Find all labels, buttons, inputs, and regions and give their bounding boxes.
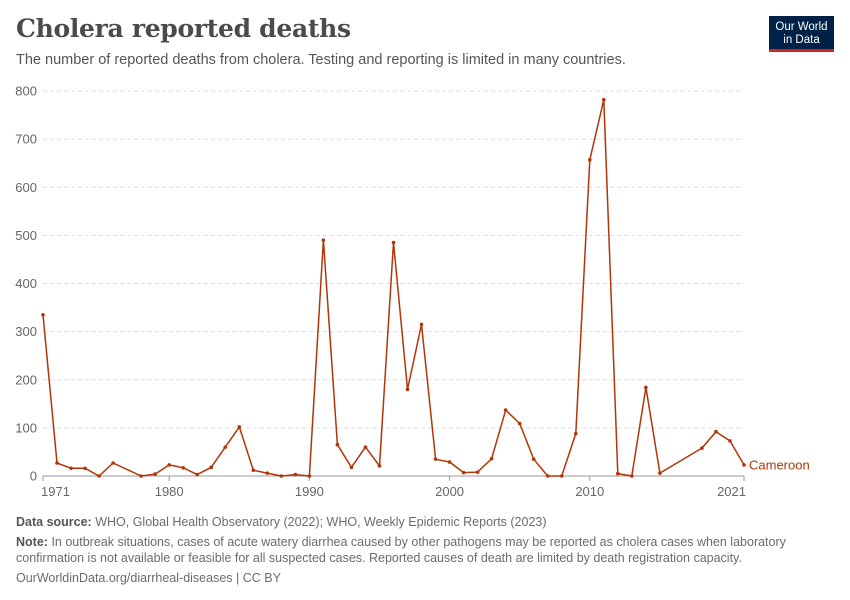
y-tick-label: 0: [30, 469, 37, 484]
data-point: [714, 429, 718, 434]
chart-title: Cholera reported deaths: [16, 14, 351, 43]
series-line-cameroon: [42, 98, 745, 477]
data-point: [181, 466, 185, 470]
data-point: [587, 158, 592, 162]
source-url[interactable]: OurWorldinData.org/diarrheal-diseases | …: [16, 571, 281, 585]
note-text: In outbreak situations, cases of acute w…: [16, 535, 786, 565]
data-point: [644, 385, 648, 390]
x-tick-label: 2021: [717, 484, 746, 498]
data-point: [111, 461, 115, 465]
y-tick-label: 700: [15, 132, 37, 147]
data-point: [83, 466, 87, 471]
series-group: Cameroon: [41, 97, 810, 478]
data-point: [223, 445, 228, 449]
data-point: [321, 238, 326, 242]
data-point: [559, 474, 564, 478]
data-point: [475, 470, 480, 474]
grid-lines: [43, 90, 744, 429]
data-point: [573, 431, 578, 436]
data-source-label: Data source:: [16, 515, 92, 529]
data-point: [167, 463, 171, 467]
data-point: [41, 312, 45, 317]
data-point: [55, 461, 59, 465]
y-tick-label: 600: [15, 180, 37, 195]
data-point: [153, 472, 157, 476]
logo-line-1: Our World: [775, 21, 828, 33]
x-tick-label: 1971: [41, 484, 70, 498]
data-point: [377, 464, 382, 468]
data-point: [461, 470, 466, 475]
data-point: [265, 471, 270, 475]
data-point: [630, 474, 634, 478]
x-tick-label: 2010: [575, 484, 604, 498]
data-point: [237, 425, 242, 429]
data-point: [489, 456, 494, 461]
data-point: [209, 465, 214, 470]
data-point: [279, 474, 284, 478]
data-point: [251, 468, 256, 473]
y-tick-label: 300: [15, 324, 37, 339]
data-point: [728, 439, 732, 443]
series-label: Cameroon: [749, 457, 810, 472]
data-point: [658, 471, 662, 475]
data-point: [531, 457, 536, 461]
data-point: [433, 457, 438, 461]
logo-line-2: in Data: [783, 34, 820, 46]
data-point: [419, 322, 424, 327]
data-point: [700, 446, 704, 450]
chart-subtitle: The number of reported deaths from chole…: [16, 52, 626, 68]
y-tick-label: 800: [15, 84, 37, 99]
y-axis: 0 100 200 300 400 500 600 700 800: [15, 84, 37, 484]
y-tick-label: 100: [15, 420, 37, 435]
data-point: [405, 387, 410, 392]
x-axis: 1971 1980 1990 2000 2010 2021: [41, 475, 746, 498]
chart-note: Note: In outbreak situations, cases of a…: [16, 534, 816, 566]
data-point: [69, 466, 73, 471]
data-point: [139, 474, 143, 478]
data-point: [447, 460, 452, 464]
data-source: Data source: WHO, Global Health Observat…: [16, 514, 547, 530]
data-point: [307, 474, 312, 478]
owid-logo[interactable]: Our World in Data: [769, 16, 834, 52]
x-tick-label: 1980: [155, 484, 184, 498]
data-point: [391, 240, 396, 245]
x-tick-label: 2000: [435, 484, 464, 498]
line-chart: 0 100 200 300 400 500 600 700 800 1971 1980 1990 20…: [15, 84, 810, 499]
data-point: [742, 463, 746, 467]
y-tick-label: 400: [15, 276, 37, 291]
data-point: [363, 445, 368, 449]
data-point: [293, 472, 298, 477]
data-point: [545, 474, 550, 478]
data-point: [503, 408, 508, 412]
data-point: [349, 465, 354, 470]
y-tick-label: 200: [15, 372, 37, 387]
x-tick-label: 1990: [295, 484, 324, 498]
data-point: [195, 472, 200, 477]
data-point: [335, 442, 340, 447]
data-source-text[interactable]: WHO, Global Health Observatory (2022); W…: [95, 515, 547, 529]
data-point: [97, 474, 101, 478]
data-point: [616, 471, 620, 476]
note-label: Note:: [16, 535, 48, 549]
data-point: [602, 97, 606, 102]
data-point: [517, 421, 522, 426]
y-tick-label: 500: [15, 228, 37, 243]
